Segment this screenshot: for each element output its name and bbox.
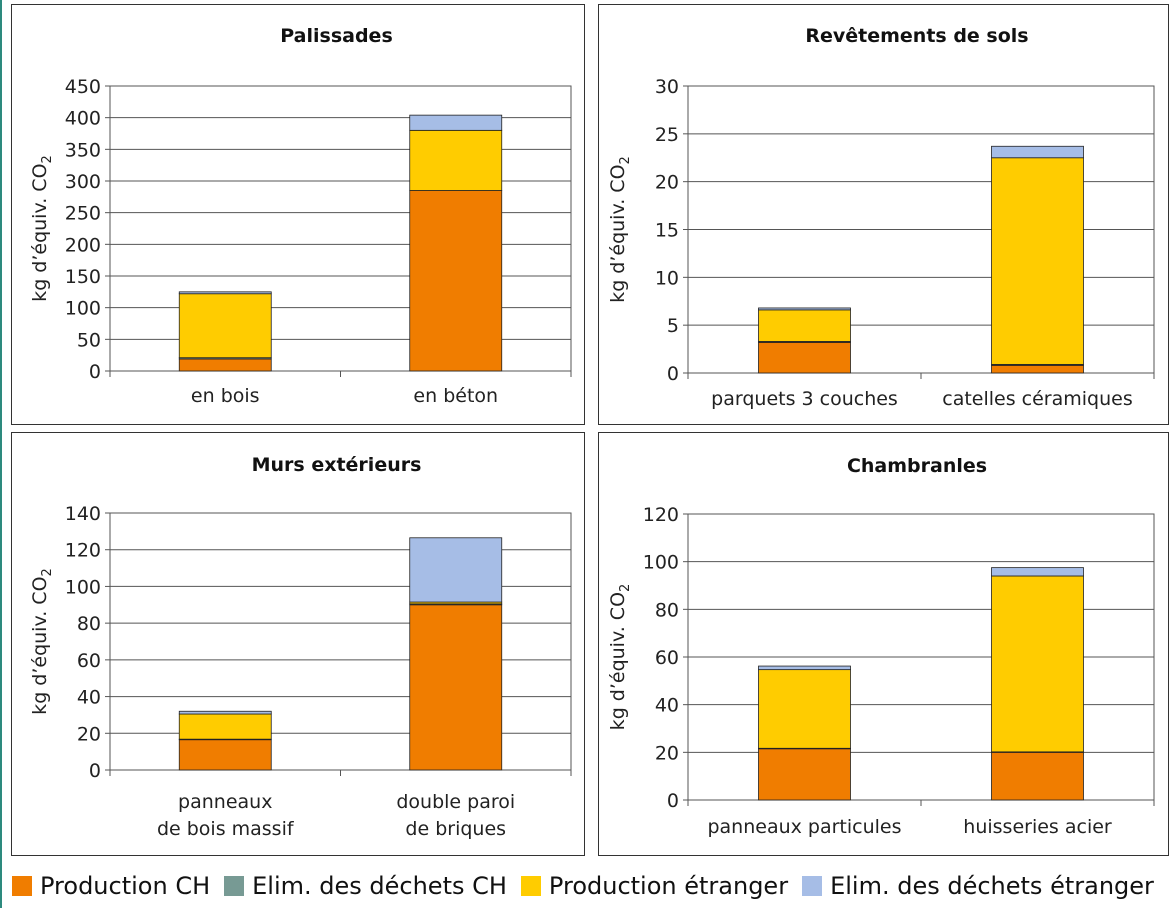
x-category-label: double paroi [396,791,515,813]
legend-swatch [520,876,541,896]
chart-title: Murs extérieurs [252,454,422,476]
y-tick-label: 140 [65,503,101,525]
chart-title: Chambranles [847,455,987,477]
y-tick-label: 80 [655,599,679,621]
bar-segment [409,129,503,191]
bar-segment [758,307,851,311]
x-category-label: de bois massif [157,818,295,840]
bar-segment [758,309,851,342]
bar-segment [991,751,1084,801]
y-tick-label: 450 [65,76,101,98]
chart-panel-palissades: Palissades 0 50 100 150 200 250 300 350 400 450 kg … [11,4,585,425]
bar-segment [178,291,272,295]
bar-segment [409,537,503,603]
bar-segment [758,665,851,671]
legend-swatch [224,876,245,896]
y-tick-label: 350 [65,139,101,161]
y-axis-label: kg d’équiv. CO2 [29,568,55,715]
x-category-label: catelles céramiques [942,388,1132,410]
chart-chambranles: Chambranles 0 20 40 60 80 100 120 kg d’équiv. CO… [607,455,1155,838]
y-tick-label: 0 [89,760,101,782]
y-axis-label: kg d’équiv. CO2 [29,155,55,302]
y-tick-label: 300 [65,171,101,193]
x-category-label: parquets 3 couches [711,388,898,410]
legend-label: Production étranger [548,872,789,900]
bar-segment [178,358,272,372]
y-axis-label: kg d’équiv. CO2 [607,156,633,303]
y-axis-label: kg d’équiv. CO2 [607,584,633,731]
legend: Production CH Elim. des déchets CH Produ… [12,868,1168,904]
y-tick-label: 20 [655,172,679,194]
y-tick-label: 200 [65,234,101,256]
y-tick-label: 120 [643,504,679,526]
y-tick-label: 0 [667,363,679,385]
chart-panel-chambranles: Chambranles 0 20 40 60 80 100 120 kg d’équiv. CO… [598,432,1169,856]
x-category-label: panneaux particules [707,816,901,838]
chart-panel-murs-exterieurs: Murs extérieurs 0 20 40 60 80 100 120 140 kg d’éq… [11,432,585,856]
y-tick-label: 20 [77,723,101,745]
bar-segment [409,190,503,372]
x-category-label: en béton [413,385,498,407]
x-category-label: en bois [191,385,260,407]
y-tick-label: 100 [643,552,679,574]
legend-label: Elim. des déchets étranger [830,872,1154,900]
x-category-label: huisseries acier [963,816,1112,838]
y-tick-label: 150 [65,266,101,288]
bar-segment [991,364,1084,374]
y-tick-label: 50 [77,329,101,351]
y-tick-label: 0 [667,790,679,812]
y-tick-label: 40 [655,695,679,717]
y-tick-label: 80 [77,613,101,635]
bar-segment [991,145,1084,159]
legend-swatch [12,876,32,896]
chart-title: Palissades [280,25,393,47]
y-tick-label: 5 [667,315,679,337]
chart-revetements-de-sols: Revêtements de sols 0 5 10 15 20 25 30 kg d’équi… [607,25,1155,410]
y-tick-label: 400 [65,108,101,130]
bar-segment [178,293,272,359]
y-tick-label: 20 [655,742,679,764]
bar-segment [758,669,851,749]
y-tick-label: 100 [65,298,101,320]
legend-label: Elim. des déchets CH [252,872,507,900]
y-tick-label: 100 [65,576,101,598]
y-tick-label: 120 [65,540,101,562]
x-category-label: panneaux [178,791,272,813]
y-tick-label: 10 [655,267,679,289]
legend-item-production-etranger: Production étranger [520,872,789,900]
y-tick-label: 15 [655,220,679,242]
bar-segment [758,748,851,801]
bar-segment [178,739,272,771]
bar-segment [991,567,1084,577]
y-tick-label: 0 [89,361,101,383]
bar-segment [991,575,1084,753]
y-tick-label: 250 [65,203,101,225]
y-tick-label: 30 [655,76,679,98]
legend-label: Production CH [40,872,211,900]
legend-item-production-ch: Production CH [12,872,210,900]
x-category-label: de briques [405,818,506,840]
y-tick-label: 25 [655,124,679,146]
bar-segment [409,114,503,131]
chart-title: Revêtements de sols [805,25,1028,47]
chart-murs-exterieurs: Murs extérieurs 0 20 40 60 80 100 120 140 kg d’éq… [29,454,572,840]
legend-item-elim-ch: Elim. des déchets CH [224,872,507,900]
bar-segment [409,604,503,771]
bar-segment [758,341,851,374]
bar-segment [991,157,1084,365]
y-tick-label: 60 [655,647,679,669]
legend-item-elim-etranger: Elim. des déchets étranger [802,872,1154,900]
chart-panel-revetements-de-sols: Revêtements de sols 0 5 10 15 20 25 30 kg d’équi… [598,4,1169,425]
legend-swatch [802,876,823,896]
bar-segment [178,713,272,740]
bar-segment [178,710,272,715]
chart-palissades: Palissades 0 50 100 150 200 250 300 350 400 450 kg … [29,25,572,407]
y-tick-label: 40 [77,687,101,709]
y-tick-label: 60 [77,650,101,672]
